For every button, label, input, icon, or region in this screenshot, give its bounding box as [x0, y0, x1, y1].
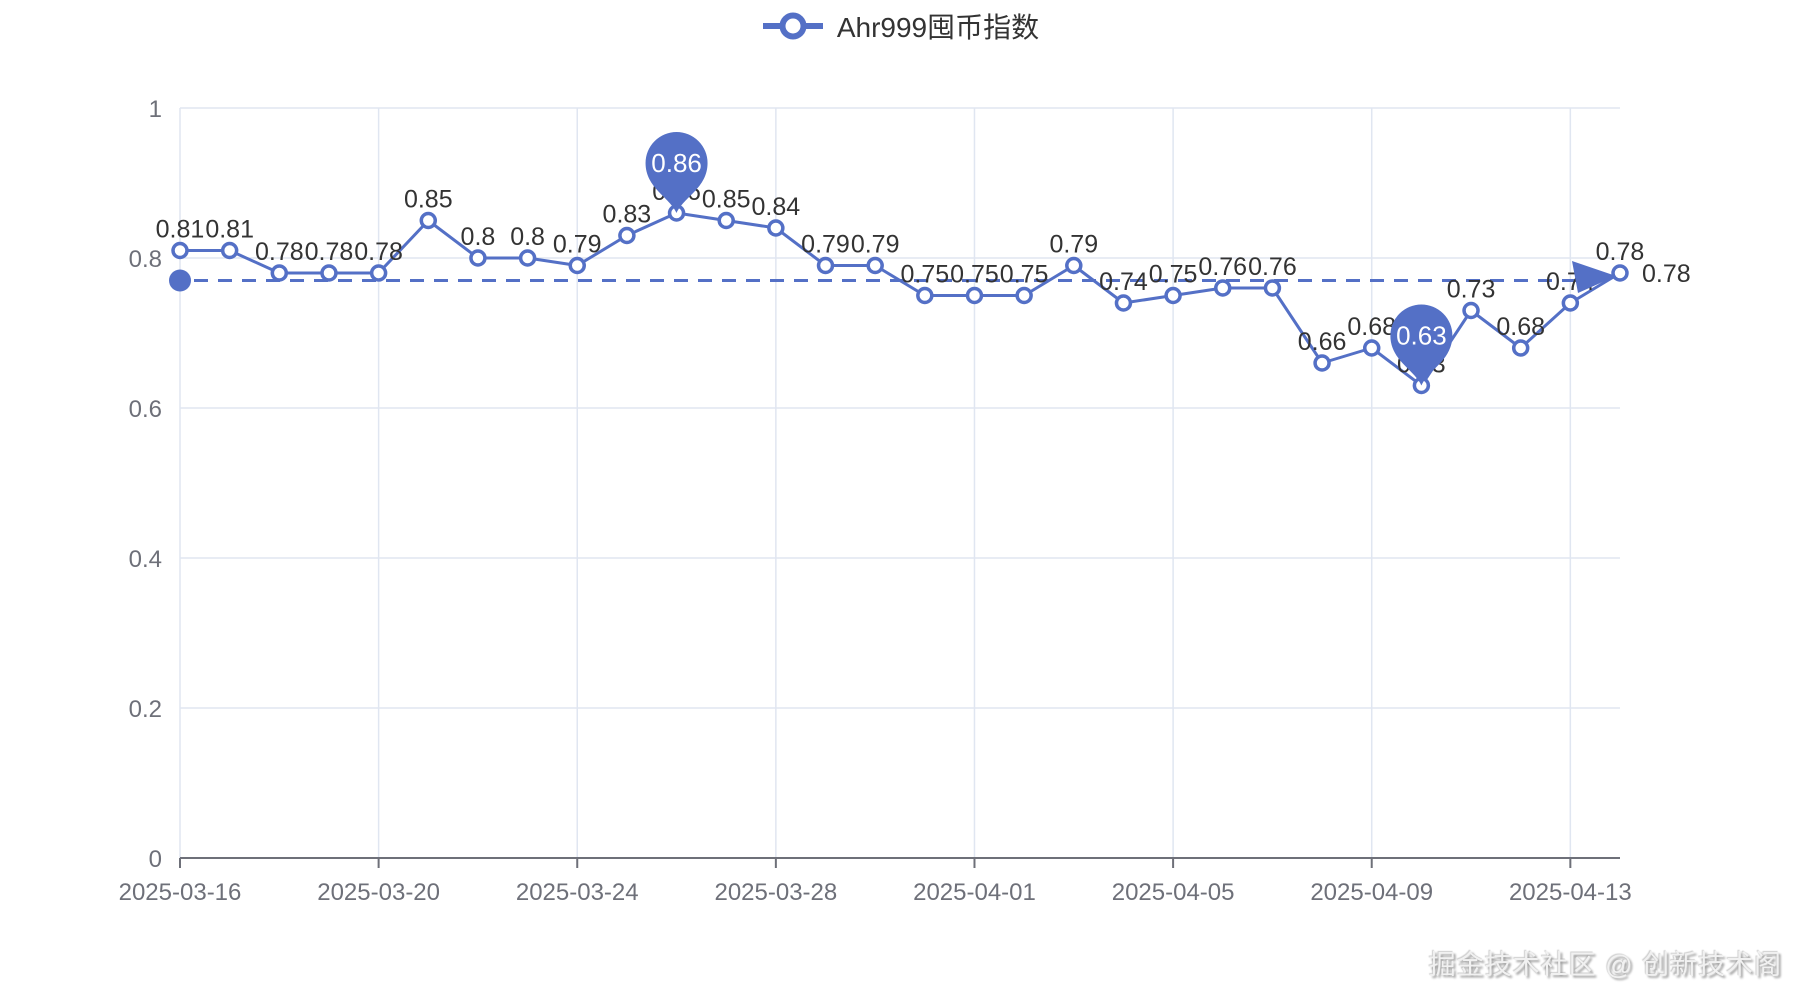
y-axis-label: 0.8: [129, 246, 162, 273]
data-point-label: 0.68: [1347, 313, 1396, 341]
y-axis-label: 1: [149, 96, 162, 123]
data-point-label: 0.78: [354, 238, 403, 266]
max-pin-label: 0.86: [651, 148, 702, 178]
data-point-label: 0.78: [1596, 238, 1645, 266]
x-axis-label: 2025-03-20: [317, 879, 440, 906]
data-point[interactable]: [1164, 286, 1182, 305]
legend-label: Ahr999囤币指数: [836, 12, 1040, 43]
data-point-label: 0.78: [255, 238, 304, 266]
data-point[interactable]: [1214, 279, 1232, 297]
data-point-label: 0.75: [900, 261, 949, 289]
data-point[interactable]: [965, 286, 984, 305]
data-point-label: 0.81: [205, 216, 254, 244]
data-point[interactable]: [1313, 354, 1331, 372]
data-point[interactable]: [220, 241, 239, 260]
legend-line-circle-icon: [762, 12, 823, 40]
data-point[interactable]: [618, 226, 636, 245]
data-point[interactable]: [171, 241, 189, 260]
y-axis-label: 0.4: [129, 546, 162, 573]
data-point[interactable]: [419, 211, 438, 230]
data-point-label: 0.68: [1496, 313, 1545, 341]
data-point[interactable]: [1114, 294, 1133, 312]
data-point[interactable]: [816, 256, 835, 275]
data-point-label: 0.85: [702, 186, 751, 214]
y-axis-label: 0.2: [129, 696, 162, 723]
x-axis-label: 2025-03-24: [516, 879, 639, 906]
data-point-label: 0.75: [950, 261, 999, 289]
markline-start-dot: [169, 269, 191, 292]
data-point[interactable]: [369, 264, 388, 282]
data-point[interactable]: [916, 286, 934, 305]
watermark: 掘金技术社区 @ 创新技术阁: [1428, 950, 1782, 980]
data-point[interactable]: [1065, 256, 1083, 275]
data-point-label: 0.66: [1298, 328, 1347, 356]
data-point-label: 0.8: [461, 223, 496, 251]
data-point[interactable]: [568, 256, 586, 275]
data-point-label: 0.76: [1198, 253, 1247, 281]
data-point-label: 0.84: [752, 193, 801, 221]
data-point[interactable]: [1362, 339, 1381, 357]
data-point-label: 0.8: [510, 223, 545, 251]
data-point-label: 0.83: [603, 201, 652, 229]
data-point-label: 0.79: [851, 231, 900, 259]
data-point-label: 0.79: [801, 231, 850, 259]
x-axis-label: 2025-04-01: [913, 879, 1036, 906]
series-line: [180, 211, 1621, 387]
markline-arrow: [1572, 261, 1616, 293]
data-point[interactable]: [270, 264, 289, 282]
data-point-label: 0.75: [1000, 261, 1049, 289]
data-point-label: 0.78: [305, 238, 354, 266]
x-axis-label: 2025-04-05: [1112, 879, 1235, 906]
data-point-label: 0.75: [1149, 261, 1198, 289]
data-point[interactable]: [320, 264, 338, 282]
y-axis-label: 0.6: [129, 396, 162, 423]
data-point[interactable]: [1511, 339, 1530, 357]
data-point[interactable]: [1263, 279, 1282, 297]
min-pin-shape: [1390, 304, 1453, 386]
min-pin-label: 0.63: [1396, 321, 1447, 351]
data-point[interactable]: [866, 256, 884, 275]
data-point[interactable]: [717, 211, 735, 230]
x-axis-label: 2025-03-28: [714, 879, 837, 906]
data-point[interactable]: [1015, 286, 1033, 305]
data-point-label: 0.85: [404, 186, 453, 214]
data-point[interactable]: [1462, 301, 1480, 320]
data-point[interactable]: [469, 249, 487, 267]
data-point-label: 0.79: [1049, 231, 1098, 259]
x-axis-label: 2025-03-16: [119, 879, 242, 906]
data-point-label: 0.81: [156, 216, 205, 244]
data-point-label: 0.76: [1248, 253, 1297, 281]
y-axis-label: 0: [149, 846, 162, 873]
max-markpoint-pin: 0.86: [645, 132, 708, 213]
legend-ahr999[interactable]: Ahr999囤币指数: [0, 6, 1800, 46]
data-point[interactable]: [1611, 264, 1629, 282]
x-axis-label: 2025-04-13: [1509, 879, 1632, 906]
data-point[interactable]: [1561, 294, 1580, 312]
series-end-label: 0.78: [1642, 260, 1691, 288]
min-markpoint-pin: 0.63: [1390, 304, 1453, 386]
data-point-label: 0.79: [553, 231, 602, 259]
max-pin-shape: [645, 132, 708, 213]
data-point[interactable]: [518, 249, 537, 267]
x-axis-label: 2025-04-09: [1310, 879, 1433, 906]
data-point-label: 0.74: [1099, 268, 1148, 296]
data-point[interactable]: [767, 219, 785, 237]
data-point-label: 0.73: [1447, 276, 1496, 304]
